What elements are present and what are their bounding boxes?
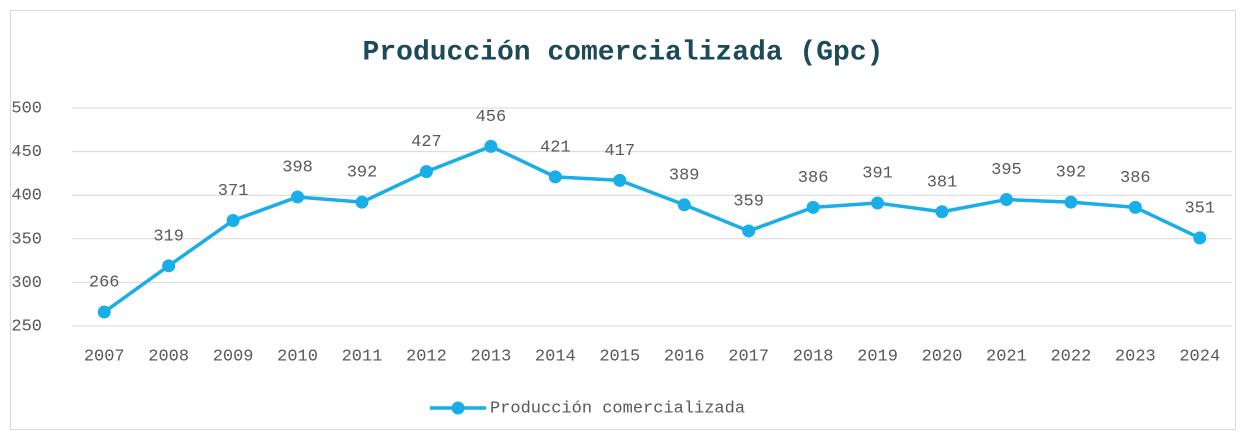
data-point (1128, 200, 1142, 214)
data-label: 392 (347, 164, 378, 183)
legend-label: Producción comercializada (490, 399, 745, 418)
data-point (871, 196, 885, 210)
data-point (97, 305, 111, 319)
x-tick-label: 2010 (277, 347, 318, 366)
y-tick-label: 450 (11, 143, 42, 162)
y-tick-label: 400 (11, 187, 42, 206)
data-label: 389 (669, 166, 700, 185)
data-label: 395 (991, 161, 1022, 180)
chart-border (10, 10, 1236, 430)
data-point (355, 195, 369, 209)
x-tick-label: 2018 (793, 347, 834, 366)
y-tick-label: 500 (11, 99, 42, 118)
data-label: 266 (89, 274, 120, 293)
data-label: 319 (153, 227, 184, 246)
x-tick-label: 2011 (342, 347, 383, 366)
data-point (226, 213, 240, 227)
data-label: 386 (1120, 169, 1151, 188)
data-label: 417 (604, 142, 635, 161)
data-point (484, 139, 498, 153)
chart-title: Producción comercializada (Gpc) (363, 37, 884, 68)
legend-marker (451, 401, 465, 415)
data-point (162, 259, 176, 273)
data-point (1064, 195, 1078, 209)
x-tick-label: 2023 (1115, 347, 1156, 366)
x-tick-label: 2012 (406, 347, 447, 366)
x-tick-label: 2016 (664, 347, 705, 366)
data-point (1193, 231, 1207, 245)
data-label: 456 (476, 108, 507, 127)
y-tick-label: 300 (11, 274, 42, 293)
x-tick-label: 2020 (922, 347, 963, 366)
x-tick-label: 2019 (857, 347, 898, 366)
data-label: 359 (733, 192, 764, 211)
data-label: 398 (282, 158, 313, 177)
data-point (935, 205, 949, 219)
x-tick-label: 2014 (535, 347, 576, 366)
data-label: 427 (411, 133, 442, 152)
x-tick-label: 2007 (84, 347, 125, 366)
x-tick-label: 2021 (986, 347, 1027, 366)
data-label: 381 (927, 173, 958, 192)
series-line (103, 144, 1201, 314)
data-label: 371 (218, 182, 249, 201)
data-label: 386 (798, 169, 829, 188)
data-label: 351 (1184, 199, 1215, 218)
data-point (677, 198, 691, 212)
x-tick-label: 2024 (1179, 347, 1220, 366)
data-point (419, 165, 433, 179)
data-point (548, 170, 562, 184)
x-tick-label: 2008 (148, 347, 189, 366)
x-tick-label: 2013 (470, 347, 511, 366)
y-tick-label: 250 (11, 317, 42, 336)
x-tick-label: 2017 (728, 347, 769, 366)
data-point (806, 200, 820, 214)
data-label: 391 (862, 165, 893, 184)
data-point (999, 193, 1013, 207)
data-point (742, 224, 756, 238)
x-tick-label: 2022 (1050, 347, 1091, 366)
x-tick-label: 2009 (213, 347, 254, 366)
data-point (613, 173, 627, 187)
data-point (291, 190, 305, 204)
y-tick-label: 350 (11, 230, 42, 249)
data-label: 421 (540, 138, 571, 157)
data-label: 392 (1056, 164, 1087, 183)
x-tick-label: 2015 (599, 347, 640, 366)
